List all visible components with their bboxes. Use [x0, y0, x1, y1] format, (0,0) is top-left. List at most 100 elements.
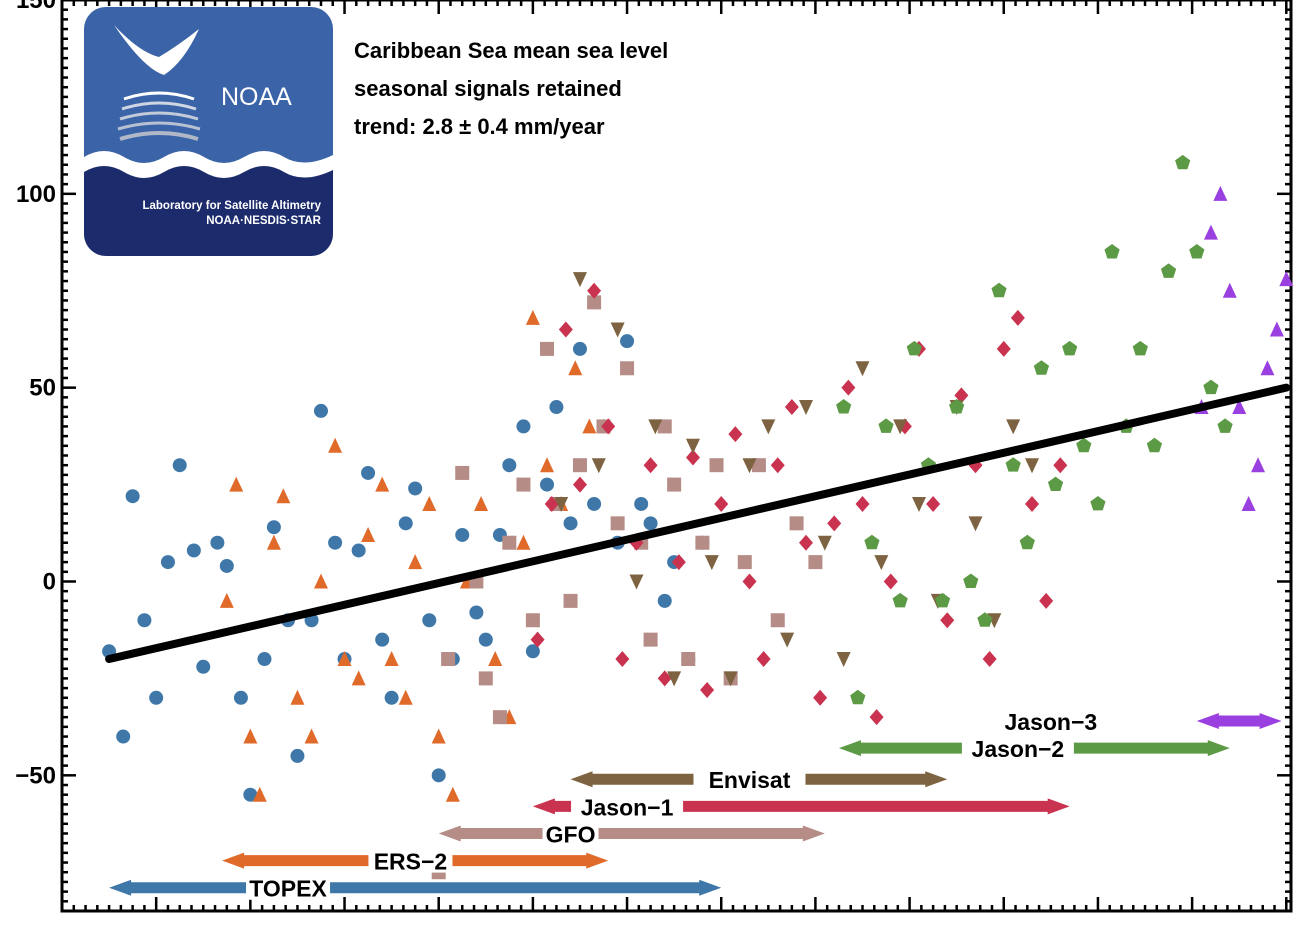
data-point — [798, 534, 813, 551]
data-point — [1251, 457, 1266, 473]
data-point — [977, 612, 993, 627]
data-point — [243, 728, 258, 744]
logo-lab-line2: NOAA·NESDIS·STAR — [206, 215, 321, 227]
data-point — [572, 458, 587, 473]
data-point — [789, 516, 804, 531]
data-point — [525, 613, 540, 628]
data-point — [610, 516, 625, 531]
data-point — [1076, 437, 1092, 453]
data-point — [422, 613, 437, 628]
data-point — [1203, 224, 1218, 240]
noaa-logo-graphic — [84, 25, 333, 256]
data-point — [257, 652, 272, 667]
data-point — [892, 592, 908, 608]
data-point — [1025, 458, 1040, 474]
data-point — [723, 671, 738, 687]
data-point — [827, 515, 842, 532]
mission-label-bg — [246, 875, 331, 900]
data-point — [1241, 495, 1256, 511]
data-point — [615, 651, 630, 668]
y-tick-label: −50 — [15, 762, 56, 789]
data-point — [125, 489, 140, 504]
mission-bar-jason-3 — [1196, 713, 1282, 730]
data-point — [714, 495, 729, 512]
data-point — [704, 555, 719, 571]
data-point — [431, 728, 446, 744]
data-point — [657, 419, 672, 434]
data-point — [572, 272, 587, 288]
x-tick-label: 2010 — [883, 925, 936, 929]
data-point — [671, 554, 686, 571]
data-point — [186, 543, 201, 558]
x-tick-label: 1998 — [318, 925, 371, 929]
data-point — [643, 632, 658, 647]
x-tick-label: 2002 — [506, 925, 559, 929]
data-point — [398, 516, 413, 531]
data-point — [836, 399, 852, 414]
x-tick-label: 2018 — [1260, 925, 1313, 929]
data-point — [1006, 419, 1021, 435]
data-point — [328, 535, 343, 550]
data-point — [1025, 495, 1040, 512]
data-point — [878, 418, 894, 433]
mission-label-bg — [961, 736, 1074, 761]
mission-bar-topex — [109, 879, 722, 896]
data-point — [695, 535, 710, 550]
data-point — [657, 593, 672, 608]
data-point — [116, 729, 131, 744]
logo-name: NOAA — [221, 83, 292, 111]
data-point — [620, 361, 635, 376]
mission-label-gfo: GFO — [546, 821, 596, 847]
data-point — [149, 690, 164, 705]
data-point — [384, 651, 399, 667]
data-point — [1019, 534, 1035, 550]
x-tick-label: 1996 — [224, 925, 277, 929]
data-point — [488, 651, 503, 667]
x-tick-label: 1994 — [129, 925, 183, 929]
data-point — [761, 419, 776, 435]
data-point — [667, 477, 682, 492]
data-point — [850, 689, 866, 705]
data-point — [554, 496, 569, 512]
data-point — [1160, 263, 1177, 278]
data-point — [893, 419, 908, 435]
data-point — [290, 689, 305, 705]
mission-label-bg — [571, 794, 684, 819]
data-point — [540, 457, 555, 473]
data-point — [290, 748, 305, 763]
data-point — [422, 495, 437, 511]
data-point — [375, 632, 390, 647]
data-point — [780, 632, 795, 648]
data-point — [572, 476, 587, 493]
logo-lab-text: Laboratory for Satellite Altimetry NOAA·… — [142, 199, 321, 229]
data-point — [648, 419, 663, 435]
data-point — [243, 787, 258, 802]
signal-wave-icon — [123, 91, 195, 101]
data-point — [160, 555, 175, 570]
x-tick-label: 2012 — [977, 925, 1030, 929]
data-point — [375, 476, 390, 492]
data-point — [1104, 243, 1120, 259]
data-point — [813, 689, 828, 706]
x-tick-label: 2016 — [1165, 925, 1218, 929]
data-point — [1039, 592, 1054, 609]
y-tick-label: 50 — [29, 375, 56, 402]
data-point — [817, 535, 832, 551]
mission-label-jason-2: Jason−2 — [972, 736, 1065, 762]
data-point — [629, 574, 644, 590]
data-point — [1232, 399, 1247, 415]
data-point — [361, 465, 376, 480]
data-point — [313, 403, 328, 418]
data-point — [643, 516, 658, 531]
data-point — [667, 671, 682, 687]
data-point — [784, 399, 799, 416]
data-point — [478, 671, 493, 686]
data-point — [742, 458, 757, 474]
data-point — [700, 682, 715, 699]
data-point — [266, 520, 281, 535]
data-point — [530, 631, 545, 648]
mission-label-bg — [693, 767, 806, 792]
data-point — [926, 495, 941, 512]
data-point — [940, 612, 955, 629]
